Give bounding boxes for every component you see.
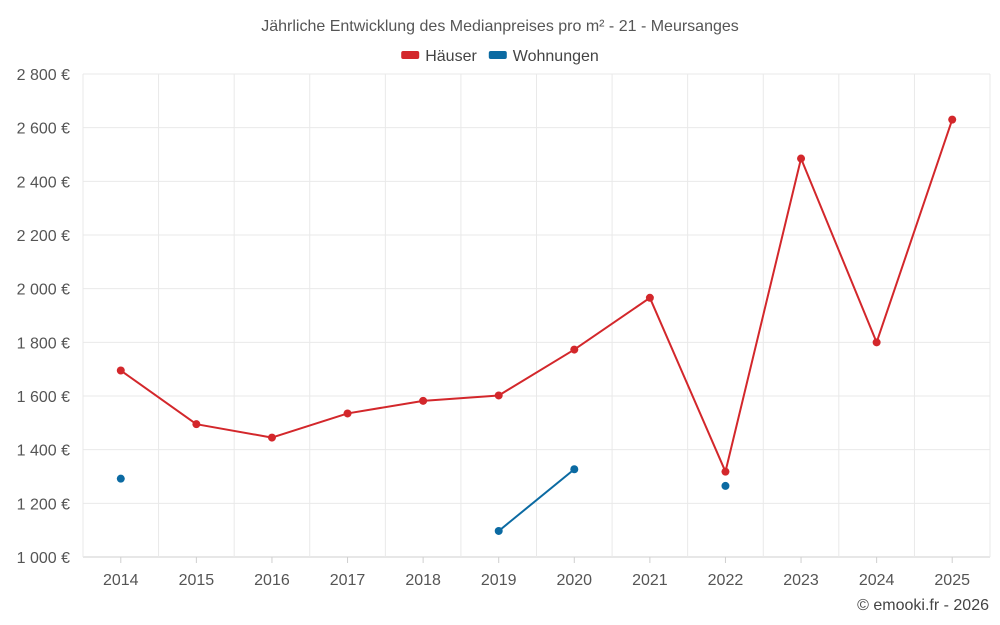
y-tick-label: 1 400 € (17, 443, 70, 460)
x-tick-label: 2024 (859, 572, 895, 589)
data-point-h-user[interactable] (570, 345, 579, 354)
data-point-wohnungen[interactable] (721, 481, 730, 490)
data-point-h-user[interactable] (267, 433, 276, 442)
x-tick-label: 2025 (934, 572, 970, 589)
data-point-h-user[interactable] (872, 338, 881, 347)
series-line-h-user (120, 119, 954, 473)
data-point-h-user[interactable] (645, 293, 654, 302)
credit-text: © emooki.fr - 2026 (857, 597, 989, 614)
data-point-h-user[interactable] (116, 366, 125, 375)
legend-label: Wohnungen (513, 48, 599, 65)
legend-swatch (488, 51, 507, 59)
legend-item-wohnungen[interactable]: Wohnungen (488, 48, 599, 65)
legend-label: Häuser (425, 48, 477, 65)
y-tick-label: 1 800 € (17, 335, 70, 352)
data-point-h-user[interactable] (419, 396, 428, 405)
x-tick-label: 2023 (783, 572, 819, 589)
legend-swatch (401, 51, 420, 59)
data-point-wohnungen[interactable] (116, 474, 125, 483)
data-point-h-user[interactable] (343, 409, 352, 418)
data-point-wohnungen[interactable] (570, 465, 579, 474)
x-tick-label: 2021 (632, 572, 668, 589)
x-tick-label: 2019 (481, 572, 517, 589)
x-axis-ticks: 2014 2015 2016 2017 2018 2019 2020 2021 2022 2023… (103, 557, 970, 589)
y-tick-label: 2 800 € (17, 67, 70, 84)
series-lines (120, 119, 954, 532)
grid (82, 73, 991, 558)
legend-item-h-user[interactable]: Häuser (401, 48, 477, 65)
y-tick-label: 2 400 € (17, 174, 70, 191)
chart-title: Jährliche Entwicklung des Medianpreises … (261, 18, 739, 35)
data-point-h-user[interactable] (192, 420, 201, 429)
data-point-h-user[interactable] (494, 391, 503, 400)
data-point-h-user[interactable] (721, 467, 730, 476)
series-line-wohnungen (498, 468, 575, 532)
x-tick-label: 2016 (254, 572, 290, 589)
x-tick-label: 2022 (708, 572, 744, 589)
y-tick-label: 2 200 € (17, 228, 70, 245)
x-tick-label: 2018 (405, 572, 441, 589)
legend: Häuser Wohnungen (401, 48, 599, 65)
y-tick-label: 2 000 € (17, 282, 70, 299)
data-point-h-user[interactable] (948, 115, 957, 124)
x-tick-label: 2017 (330, 572, 366, 589)
y-tick-label: 1 000 € (17, 550, 70, 567)
y-tick-label: 2 600 € (17, 121, 70, 138)
y-tick-label: 1 600 € (17, 389, 70, 406)
data-point-wohnungen[interactable] (494, 526, 503, 535)
x-tick-label: 2015 (179, 572, 215, 589)
data-point-h-user[interactable] (797, 154, 806, 163)
series-points (116, 115, 957, 535)
y-axis-ticks: 1 000 € 1 200 € 1 400 € 1 600 € 1 800 € 2 000… (17, 67, 70, 567)
x-tick-label: 2020 (556, 572, 592, 589)
x-tick-label: 2014 (103, 572, 139, 589)
y-tick-label: 1 200 € (17, 496, 70, 513)
